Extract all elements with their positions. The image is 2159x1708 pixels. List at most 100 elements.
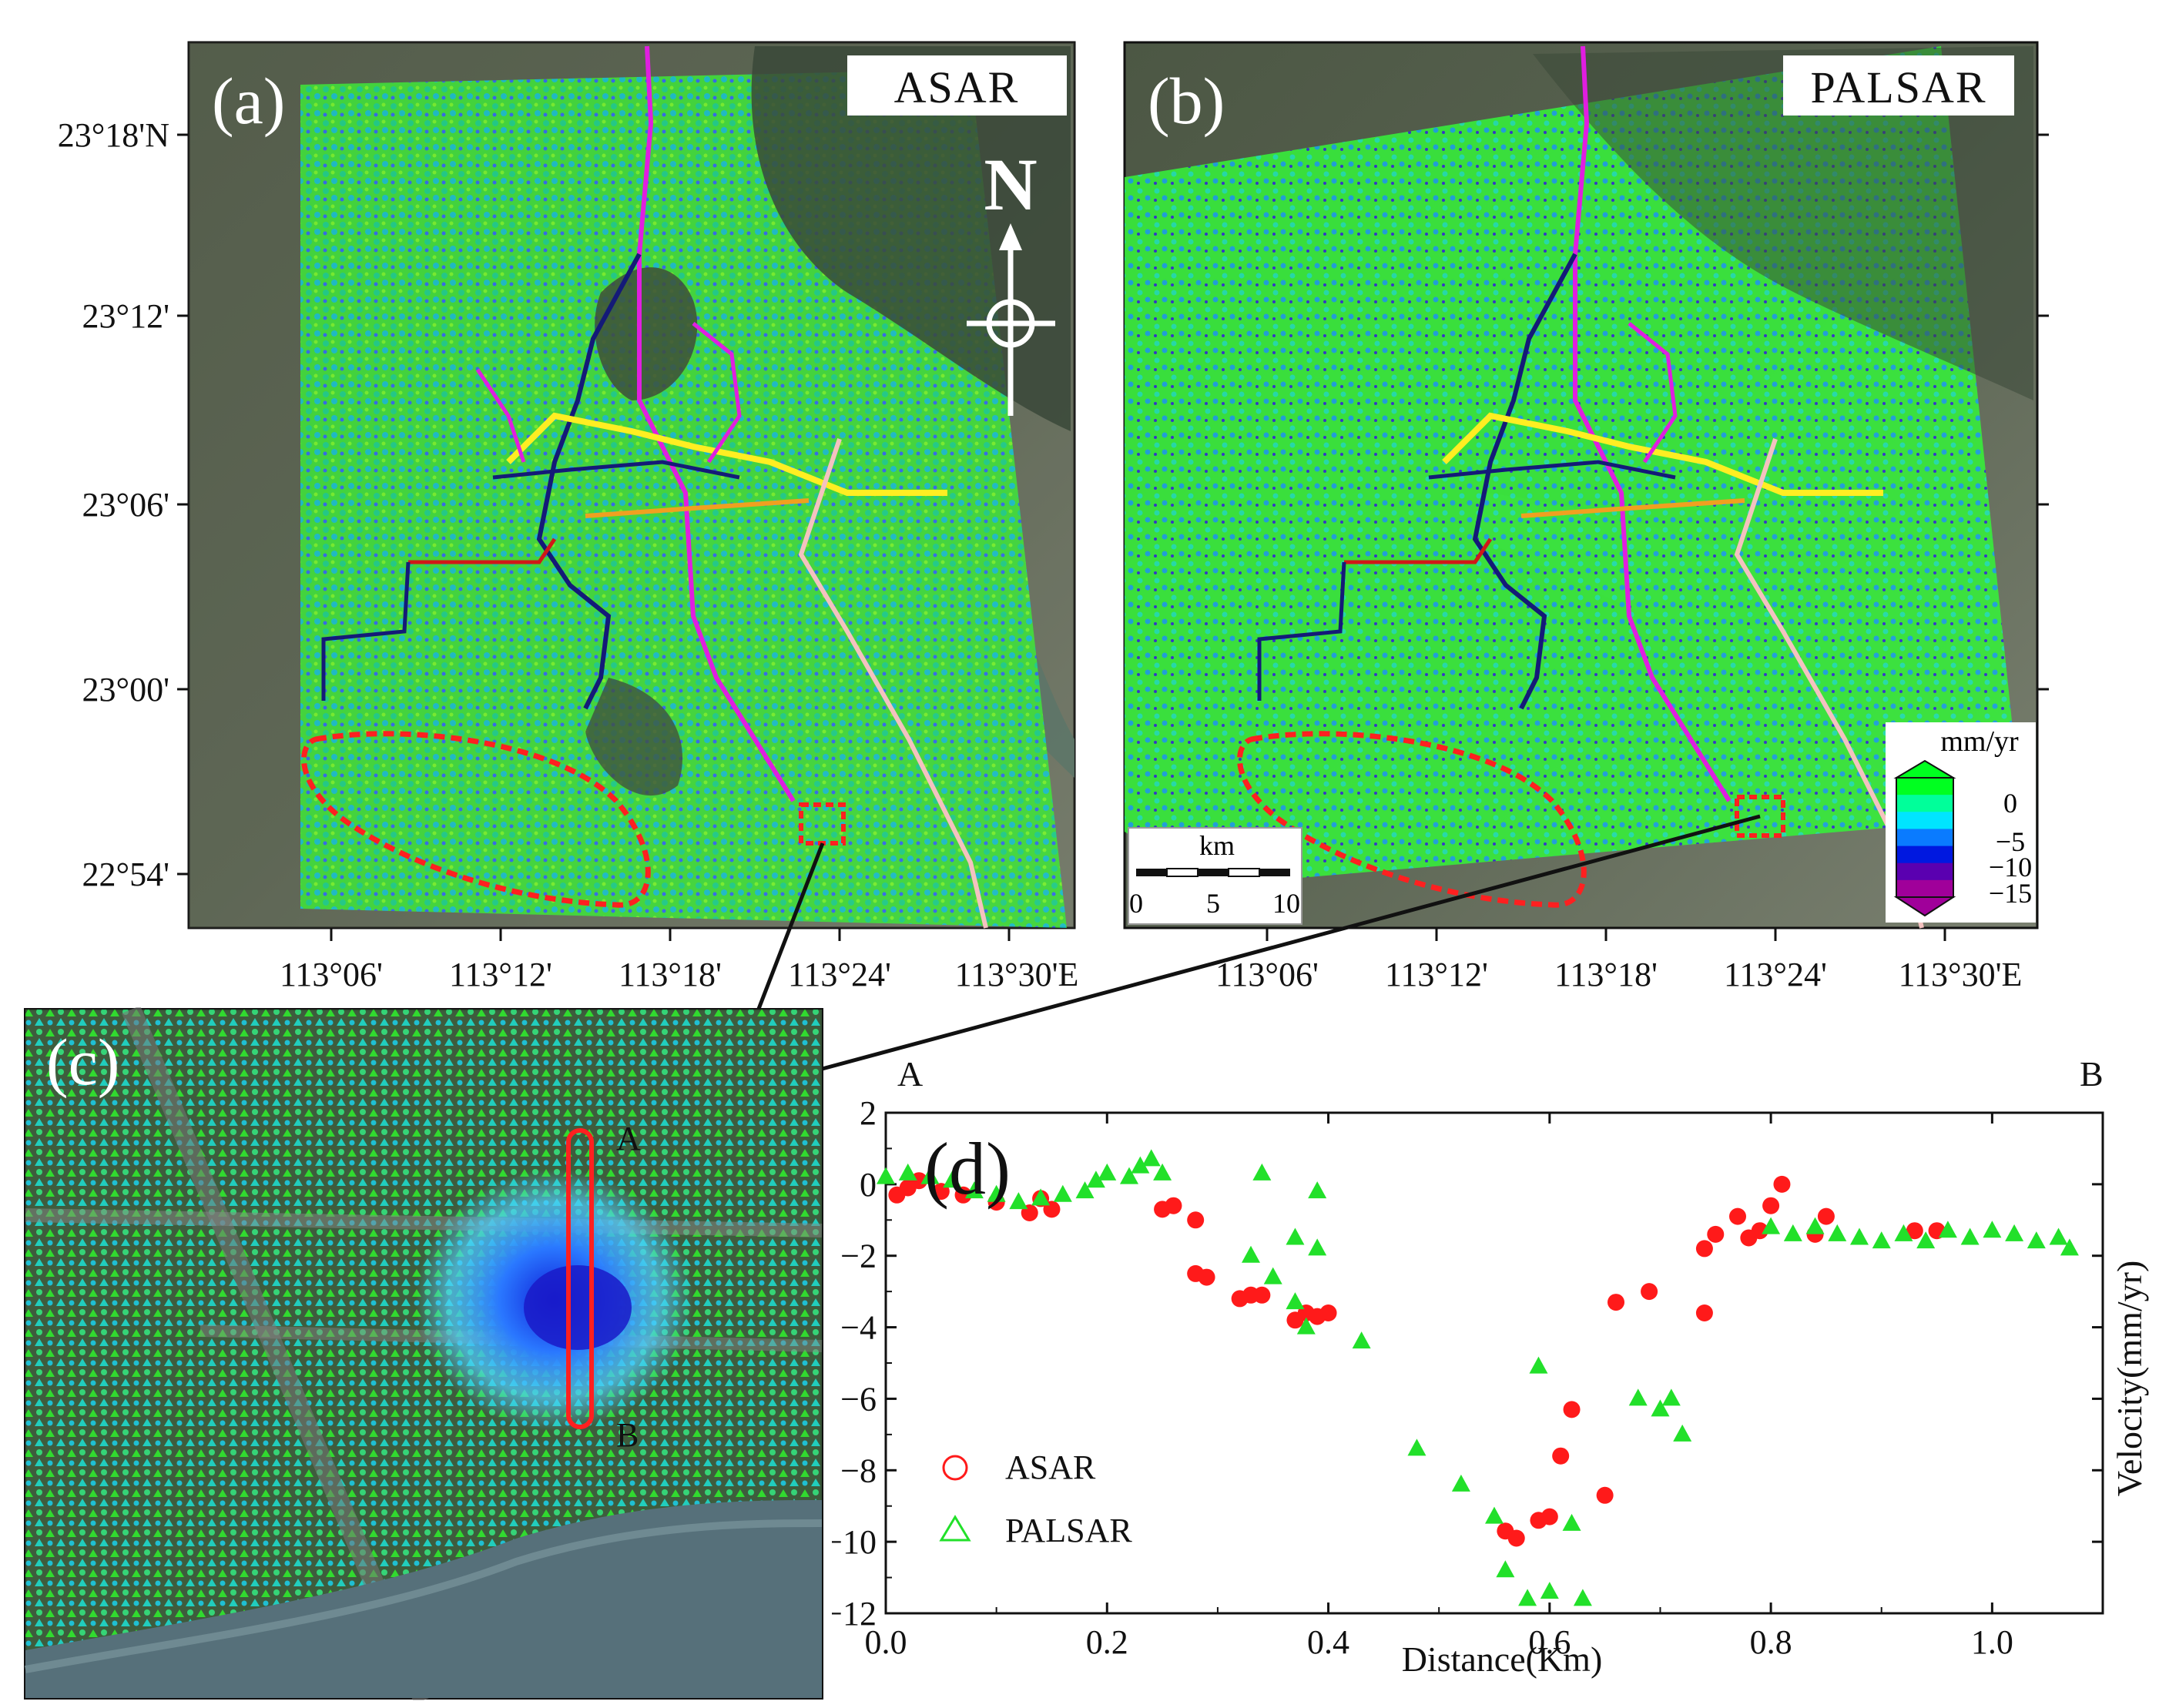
- palsar-point: [2027, 1231, 2046, 1249]
- lat-label: 23°18'N: [58, 116, 169, 154]
- x-tick-label: 0.2: [1086, 1623, 1128, 1661]
- panel-a-sensor-label: ASAR: [894, 62, 1020, 112]
- lon-label: 113°12': [449, 956, 552, 993]
- legend-asar-label: ASAR: [1005, 1448, 1096, 1486]
- palsar-point: [964, 1181, 984, 1199]
- x-tick-label: 0.4: [1307, 1623, 1349, 1661]
- lat-label: 23°00': [82, 671, 169, 708]
- scale-bar-tick: 10: [1272, 888, 1300, 919]
- palsar-point: [1252, 1163, 1272, 1181]
- y-tick-label: −2: [840, 1237, 877, 1275]
- palsar-point: [1075, 1181, 1095, 1199]
- palsar-point: [1673, 1424, 1692, 1442]
- palsar-point: [1286, 1292, 1305, 1310]
- palsar-point: [1142, 1149, 1161, 1167]
- palsar-point: [1120, 1167, 1138, 1184]
- panel-d-tag: (d): [924, 1127, 1011, 1210]
- profile-line-a-b: [566, 1128, 594, 1429]
- palsar-point: [1451, 1474, 1470, 1492]
- colorbar-swatch: [1896, 862, 1953, 881]
- palsar-point: [1938, 1221, 1957, 1238]
- palsar-point: [1828, 1224, 1847, 1241]
- asar-point: [1608, 1294, 1624, 1311]
- asar-point: [1319, 1304, 1337, 1321]
- legend-asar-marker: [942, 1455, 968, 1481]
- x-tick-label: 0.6: [1528, 1623, 1571, 1661]
- lat-label: 23°06': [82, 486, 169, 524]
- y-tick-label: −8: [840, 1452, 877, 1489]
- lat-label: 23°12': [82, 297, 169, 335]
- asar-point: [1729, 1207, 1746, 1225]
- asar-point: [1165, 1197, 1182, 1214]
- scale-bar-tick: 0: [1129, 888, 1143, 919]
- north-arrow-icon: N: [967, 143, 1055, 416]
- asar-point: [1198, 1268, 1215, 1286]
- asar-point: [1507, 1529, 1525, 1547]
- chart-profile-start: A: [897, 1054, 923, 1093]
- legend-palsar-label: PALSAR: [1005, 1512, 1132, 1549]
- palsar-point: [1496, 1560, 1515, 1578]
- palsar-point: [943, 1170, 962, 1188]
- palsar-point: [1894, 1224, 1913, 1241]
- palsar-point: [1153, 1163, 1172, 1181]
- palsar-point: [1983, 1221, 2002, 1238]
- y-tick-label: −12: [832, 1595, 877, 1633]
- lon-label: 113°30'E: [955, 956, 1079, 993]
- asar-point: [1596, 1486, 1614, 1504]
- profile-start-label: A: [616, 1120, 641, 1157]
- palsar-point: [877, 1167, 895, 1184]
- chart-y-label: Velocity(mm/yr): [2110, 1261, 2149, 1497]
- legend-palsar-marker: [939, 1515, 971, 1542]
- y-tick-label: −6: [840, 1380, 877, 1418]
- panel-b-sensor-label: PALSAR: [1810, 62, 1986, 112]
- asar-point: [1253, 1286, 1271, 1304]
- asar-point: [1817, 1207, 1835, 1225]
- profile-end-label: B: [616, 1416, 639, 1454]
- palsar-point: [2005, 1224, 2024, 1241]
- colorbar-swatch: [1896, 879, 1953, 898]
- asar-point: [1906, 1222, 1923, 1240]
- colorbar-unit: mm/yr: [1940, 725, 2019, 758]
- palsar-point: [920, 1167, 940, 1184]
- lon-label: 113°18': [619, 956, 722, 993]
- asar-point: [1641, 1283, 1658, 1301]
- palsar-point: [1518, 1589, 1537, 1606]
- panel-c-tag: (c): [46, 1025, 119, 1099]
- map-panel-c: A B (c): [24, 1007, 823, 1700]
- palsar-point: [1573, 1589, 1592, 1606]
- palsar-point: [2060, 1238, 2079, 1256]
- palsar-point: [2049, 1227, 2068, 1245]
- palsar-point: [987, 1184, 1006, 1202]
- chart-profile-end: B: [2080, 1054, 2104, 1093]
- map-panel-b: (b) PALSAR km 0 5 10 mm/yr 0 −5 −10 −15 …: [1123, 41, 2049, 993]
- lon-label: 113°24': [1724, 956, 1827, 993]
- profile-chart: 0.0 0.2 0.4 0.6 0.8 1.0 2 0 −2 −4 −6 −8 −10 −12 ASAR P…: [832, 1054, 2149, 1679]
- lat-label: 22°54': [82, 856, 169, 893]
- palsar-point: [1308, 1181, 1327, 1199]
- colorbar-tick: −10: [1989, 852, 2032, 882]
- asar-point: [1773, 1175, 1791, 1193]
- palsar-point: [1872, 1231, 1891, 1249]
- colorbar-swatch: [1896, 846, 1953, 864]
- colorbar-swatch: [1896, 795, 1953, 813]
- asar-point: [1695, 1304, 1713, 1321]
- asar-point: [1695, 1240, 1713, 1258]
- palsar-point: [1286, 1227, 1305, 1245]
- y-tick-label: 2: [860, 1094, 877, 1132]
- asar-point: [1762, 1197, 1780, 1214]
- x-tick-label: 1.0: [1971, 1623, 2013, 1661]
- palsar-point: [1783, 1224, 1802, 1241]
- panel-b-sensor-box: [1783, 55, 2014, 116]
- palsar-point: [1850, 1227, 1869, 1245]
- panel-a-tag: (a): [212, 64, 285, 138]
- colorbar-tick: 0: [2003, 788, 2017, 819]
- x-tick-label: 0.0: [865, 1623, 907, 1661]
- palsar-point: [1352, 1331, 1371, 1349]
- palsar-point: [1661, 1388, 1681, 1406]
- lon-label: 113°30'E: [1899, 956, 2023, 993]
- palsar-point: [1308, 1238, 1327, 1256]
- colorbar-swatch: [1896, 778, 1953, 796]
- palsar-point: [1762, 1217, 1781, 1234]
- palsar-point: [1540, 1582, 1559, 1599]
